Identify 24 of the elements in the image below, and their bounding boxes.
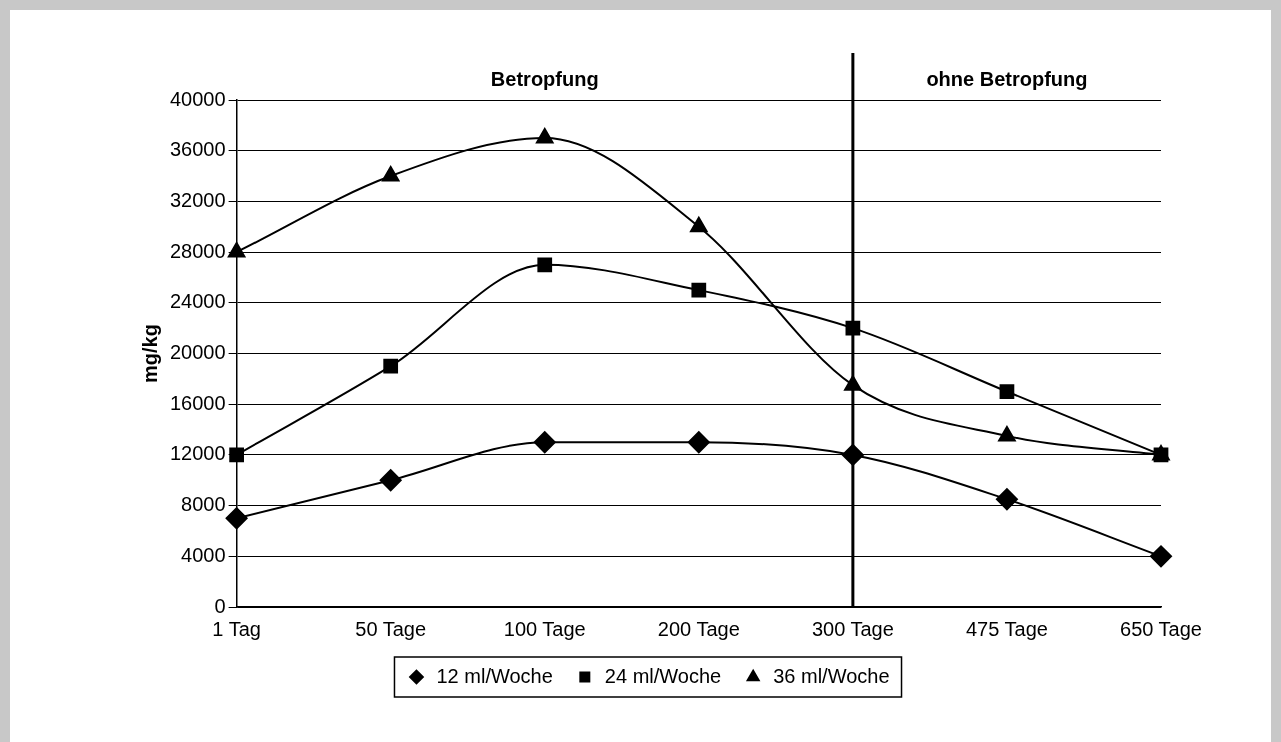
x-tick-label: 1 Tag [212, 617, 261, 640]
y-tick-label: 24000 [169, 290, 226, 313]
x-tick-label: 300 Tage [811, 617, 894, 640]
text: Betropfung [490, 67, 599, 90]
legend-label: 36 ml/Woche [773, 664, 890, 687]
text: ohne Betropfung [926, 67, 1088, 90]
y-axis-title: mg/kg [138, 324, 161, 383]
y-tick-label: 12000 [169, 442, 226, 465]
x-tick-label: 650 Tage [1120, 617, 1202, 640]
y-tick-label: 32000 [169, 188, 226, 211]
y-tick-label: 4000 [181, 543, 226, 566]
y-tick-label: 16000 [169, 391, 226, 414]
y-tick-label: 8000 [181, 493, 226, 516]
y-tick-label: 0 [214, 594, 226, 617]
y-tick-label: 40000 [169, 87, 226, 110]
x-tick-label: 200 Tage [657, 617, 740, 640]
x-tick-label: 475 Tage [965, 617, 1048, 640]
x-tick-label: 50 Tage [355, 617, 427, 640]
legend-label: 24 ml/Woche [604, 664, 722, 687]
y-tick-label: 20000 [169, 341, 226, 364]
y-tick-label: 28000 [169, 239, 226, 262]
x-tick-label: 100 Tage [503, 617, 586, 640]
legend-label: 12 ml/Woche [436, 664, 553, 687]
y-tick-label: 36000 [169, 138, 226, 161]
